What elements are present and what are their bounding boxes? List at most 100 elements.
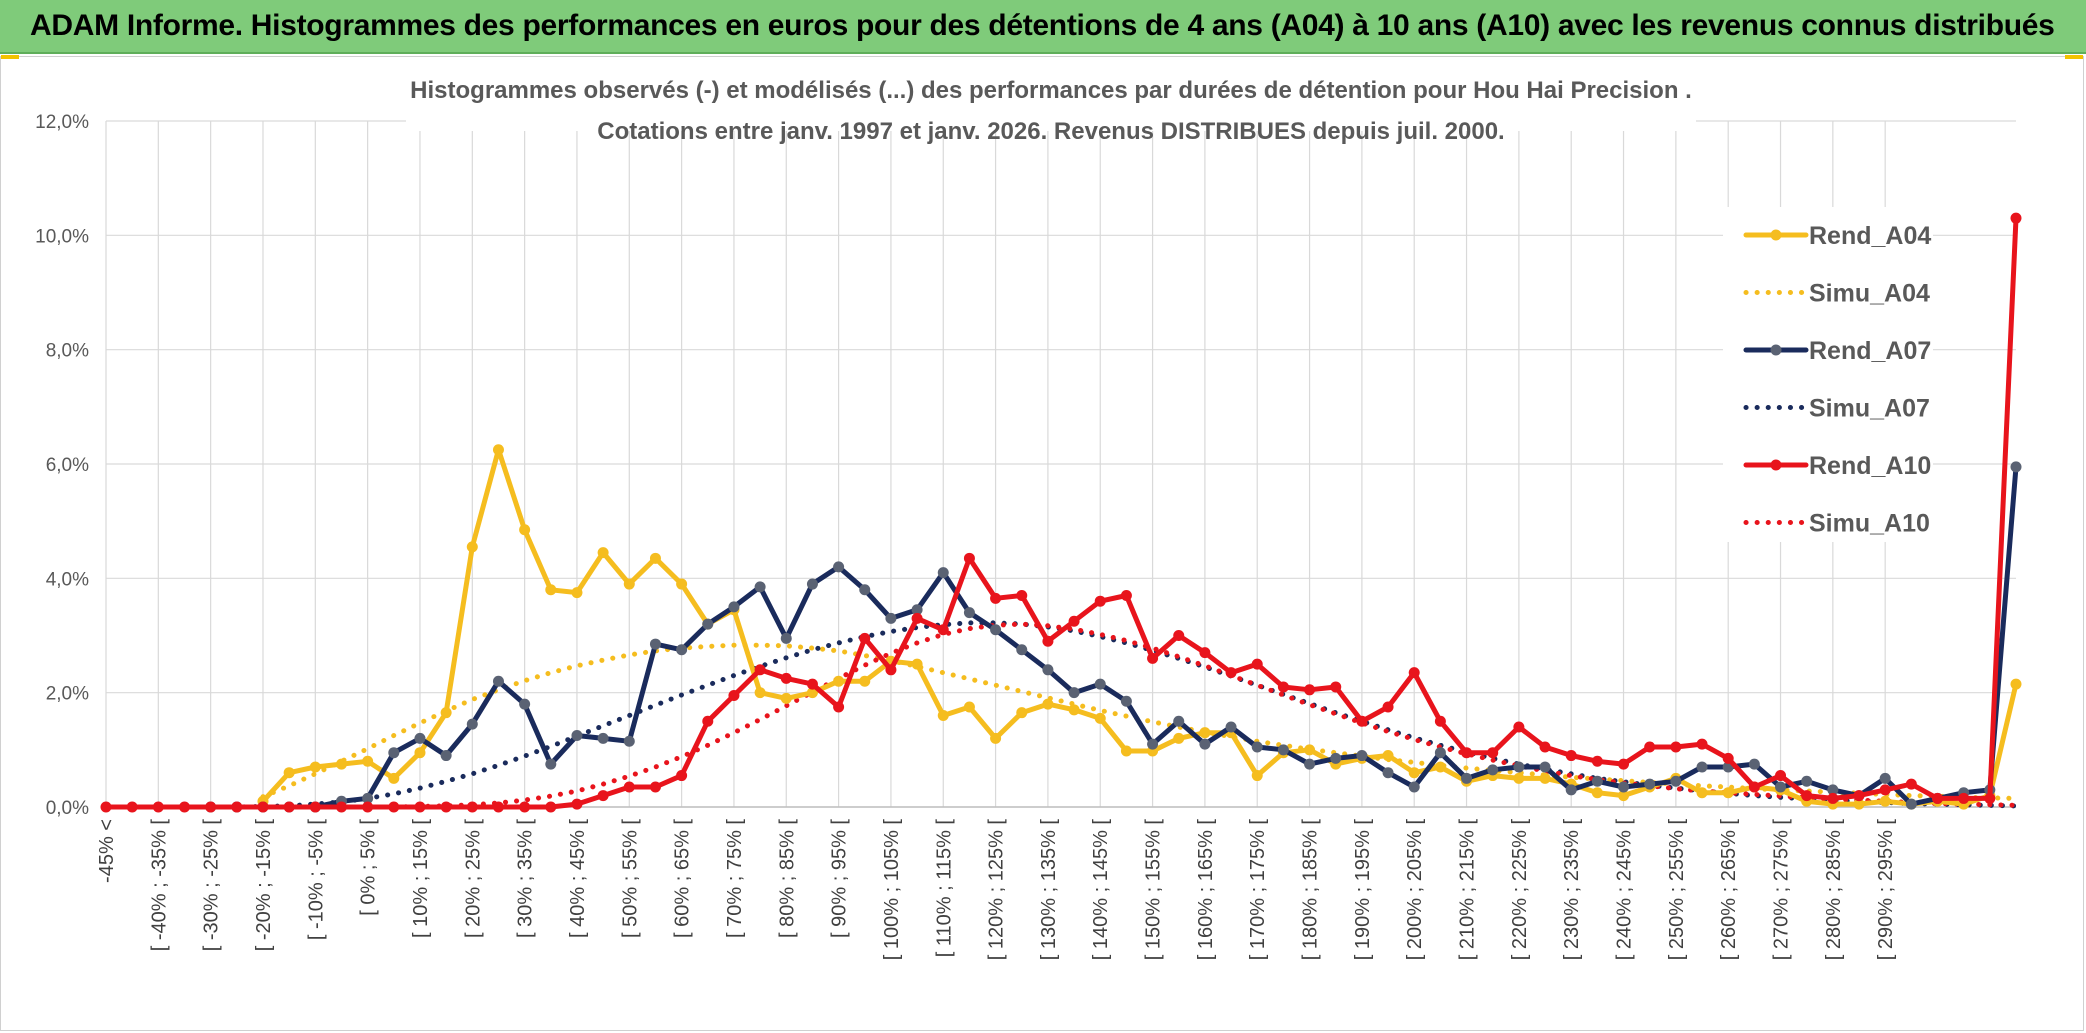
data-point-rend_a04: [1539, 772, 1551, 784]
data-point-rend_a04: [283, 767, 295, 779]
x-tick-label: [ 80% ; 85% [: [776, 819, 798, 938]
data-point-rend_a10: [492, 801, 504, 813]
legend: Rend_A04 Simu_A04 Rend_A07 Simu_A07 Rend_A10…: [1723, 207, 1933, 542]
data-point-rend_a04: [335, 758, 347, 770]
data-point-rend_a04: [571, 587, 583, 599]
data-point-rend_a07: [780, 632, 792, 644]
data-point-rend_a10: [1147, 652, 1159, 664]
y-tick-label: 0,0%: [46, 798, 89, 819]
x-tick-label: [ 200% ; 205% [: [1404, 819, 1426, 961]
data-point-rend_a07: [1644, 778, 1656, 790]
data-point-rend_a10: [937, 624, 949, 636]
report-title: ADAM Informe. Histogrammes des performan…: [30, 9, 2055, 42]
data-point-rend_a07: [2010, 461, 2022, 473]
y-axis: 0,0% 2,0% 4,0% 6,0% 8,0% 10,0% 12,0%: [35, 112, 89, 819]
data-point-rend_a10: [754, 664, 766, 676]
data-point-rend_a07: [1801, 775, 1813, 787]
data-point-rend_a07: [1147, 738, 1159, 750]
x-tick-label: [ 60% ; 65% [: [672, 819, 694, 938]
data-point-rend_a07: [623, 735, 635, 747]
data-point-rend_a10: [1408, 667, 1420, 679]
data-point-rend_a04: [2010, 678, 2022, 690]
data-point-rend_a07: [1539, 761, 1551, 773]
data-point-rend_a10: [545, 801, 557, 813]
x-tick-label: [ 150% ; 155% [: [1143, 819, 1165, 961]
y-tick-label: 12,0%: [35, 112, 89, 133]
data-point-rend_a04: [1016, 707, 1028, 719]
legend-label: Rend_A07: [1809, 337, 1931, 365]
data-point-rend_a04: [1879, 795, 1891, 807]
data-point-rend_a07: [963, 607, 975, 619]
data-point-rend_a04: [1722, 787, 1734, 799]
data-point-rend_a07: [1408, 781, 1420, 793]
data-point-rend_a10: [597, 790, 609, 802]
data-point-rend_a10: [2010, 212, 2022, 224]
data-point-rend_a04: [1513, 772, 1525, 784]
data-point-rend_a10: [1068, 615, 1080, 627]
data-point-rend_a07: [1173, 715, 1185, 727]
data-point-rend_a07: [1016, 644, 1028, 656]
data-point-rend_a10: [1827, 792, 1839, 804]
data-point-rend_a04: [1304, 744, 1316, 756]
data-point-rend_a10: [362, 801, 374, 813]
data-point-rend_a04: [597, 547, 609, 559]
data-point-rend_a04: [963, 701, 975, 713]
chart-title-line2: Cotations entre janv. 1997 et janv. 2026…: [597, 118, 1504, 145]
data-point-rend_a04: [1173, 732, 1185, 744]
data-point-rend_a04: [990, 732, 1002, 744]
legend-label: Simu_A04: [1809, 280, 1930, 308]
data-point-rend_a10: [676, 770, 688, 782]
data-point-rend_a10: [1748, 781, 1760, 793]
chart-frame: Histogrammes observés (-) et modélisés (…: [0, 55, 2084, 1031]
x-tick-label: -45% <: [96, 819, 118, 883]
legend-marker: [1770, 344, 1782, 356]
data-point-rend_a07: [1618, 781, 1630, 793]
data-point-rend_a10: [623, 781, 635, 793]
data-point-rend_a07: [1827, 784, 1839, 796]
data-point-rend_a04: [859, 675, 871, 687]
x-tick-label: [ 40% ; 45% [: [567, 819, 589, 938]
data-point-rend_a10: [1958, 792, 1970, 804]
data-point-rend_a07: [1225, 721, 1237, 733]
data-point-rend_a10: [414, 801, 426, 813]
data-point-rend_a10: [1539, 741, 1551, 753]
data-point-rend_a10: [728, 690, 740, 702]
data-point-rend_a04: [1199, 727, 1211, 739]
data-point-rend_a07: [702, 618, 714, 630]
data-point-rend_a10: [1330, 681, 1342, 693]
data-point-rend_a04: [623, 578, 635, 590]
x-tick-label: [ 280% ; 285% [: [1823, 819, 1845, 961]
data-point-rend_a07: [1304, 758, 1316, 770]
x-tick-label: [ 240% ; 245% [: [1614, 819, 1636, 961]
data-point-rend_a10: [1094, 595, 1106, 607]
data-point-rend_a07: [1487, 764, 1499, 776]
data-point-rend_a04: [519, 524, 531, 536]
data-point-rend_a10: [1696, 738, 1708, 750]
x-tick-label: [ 30% ; 35% [: [515, 819, 537, 938]
data-point-rend_a10: [1801, 790, 1813, 802]
data-point-rend_a04: [1251, 770, 1263, 782]
data-point-rend_a07: [1042, 664, 1054, 676]
data-point-rend_a10: [1618, 758, 1630, 770]
data-point-rend_a10: [833, 701, 845, 713]
x-tick-label: [ -40% ; -35% [: [148, 819, 170, 952]
data-point-rend_a10: [1513, 721, 1525, 733]
data-point-rend_a10: [1304, 684, 1316, 696]
data-point-rend_a07: [1696, 761, 1708, 773]
data-point-rend_a10: [466, 801, 478, 813]
data-point-rend_a10: [178, 801, 190, 813]
data-point-rend_a07: [1094, 678, 1106, 690]
data-point-rend_a10: [1932, 792, 1944, 804]
data-point-rend_a10: [440, 801, 452, 813]
data-point-rend_a10: [1016, 589, 1028, 601]
data-point-rend_a10: [1644, 741, 1656, 753]
x-tick-label: [ 20% ; 25% [: [462, 819, 484, 938]
legend-marker: [1770, 459, 1782, 471]
data-point-rend_a10: [1277, 681, 1289, 693]
data-point-rend_a10: [100, 801, 112, 813]
frame-corner: [2065, 55, 2083, 59]
x-tick-label: [ 70% ; 75% [: [724, 819, 746, 938]
data-point-rend_a04: [833, 675, 845, 687]
data-point-rend_a04: [362, 755, 374, 767]
x-tick-label: [ -20% ; -15% [: [253, 819, 275, 952]
